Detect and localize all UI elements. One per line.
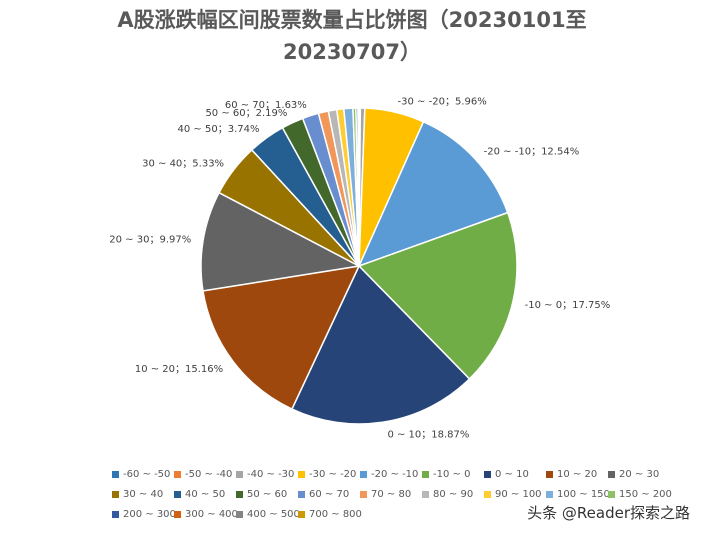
data-label-8: 50 ~ 60；2.19%: [205, 108, 287, 119]
legend-swatch: [236, 490, 243, 498]
data-label-2: -10 ~ 0；17.75%: [525, 300, 611, 311]
legend-swatch: [422, 490, 429, 498]
data-label-6: 30 ~ 40；5.33%: [142, 159, 224, 170]
legend-swatch: [484, 470, 491, 478]
data-label-4: 10 ~ 20；15.16%: [135, 364, 223, 375]
legend-label: 60 ~ 70: [309, 488, 350, 500]
legend-swatch: [298, 510, 305, 518]
legend-item-17: 150 ~ 200: [608, 486, 672, 502]
pie-slice-8: [200, 191, 362, 292]
pie-slice-5: [357, 211, 518, 380]
legend-item-7: 10 ~ 20: [546, 466, 608, 482]
legend-item-20: 400 ~ 500: [236, 506, 300, 522]
legend-swatch: [236, 470, 243, 478]
legend-swatch: [422, 470, 429, 478]
legend-label: 10 ~ 20: [557, 468, 598, 480]
legend-swatch: [484, 490, 491, 498]
legend-item-18: 200 ~ 300: [112, 506, 176, 522]
legend-label: -10 ~ 0: [433, 468, 471, 480]
legend-swatch: [174, 470, 181, 478]
legend-item-8: 20 ~ 30: [608, 466, 670, 482]
chart-title-line1: A股涨跌幅区间股票数量占比饼图（20230101至: [117, 8, 587, 32]
legend-swatch: [174, 490, 181, 498]
legend-swatch: [112, 470, 119, 478]
legend-label: 70 ~ 80: [371, 488, 412, 500]
legend-swatch: [236, 510, 243, 518]
legend-item-14: 80 ~ 90: [422, 486, 484, 502]
legend-item-13: 70 ~ 80: [360, 486, 422, 502]
legend-swatch: [298, 470, 305, 478]
chart-legend: -60 ~ -50 -50 ~ -40 -40 ~ -30 -30 ~ -20 -20 …: [112, 466, 672, 522]
legend-item-10: 40 ~ 50: [174, 486, 236, 502]
legend-swatch: [360, 490, 367, 498]
data-label-7: 40 ~ 50；3.74%: [178, 124, 260, 135]
legend-item-11: 50 ~ 60: [236, 486, 298, 502]
legend-label: -60 ~ -50: [123, 468, 171, 480]
legend-label: 300 ~ 400: [185, 508, 238, 520]
pie-slice-7: [202, 265, 361, 411]
legend-label: -30 ~ -20: [309, 468, 357, 480]
watermark: 头条 @Reader探索之路: [527, 504, 690, 522]
legend-label: 400 ~ 500: [247, 508, 300, 520]
legend-item-5: -10 ~ 0: [422, 466, 484, 482]
legend-item-9: 30 ~ 40: [112, 486, 174, 502]
legend-label: 100 ~ 150: [557, 488, 610, 500]
legend-label: -40 ~ -30: [247, 468, 295, 480]
chart-title: A股涨跌幅区间股票数量占比饼图（20230101至 20230707）: [0, 4, 704, 68]
legend-swatch: [298, 490, 305, 498]
data-label-0: -30 ~ -20；5.96%: [398, 96, 487, 107]
data-label-1: -20 ~ -10；12.54%: [484, 146, 580, 157]
legend-item-16: 100 ~ 150: [546, 486, 610, 502]
legend-swatch: [174, 510, 181, 518]
legend-label: -50 ~ -40: [185, 468, 233, 480]
legend-label: 50 ~ 60: [247, 488, 288, 500]
legend-item-3: -30 ~ -20: [298, 466, 360, 482]
legend-label: 40 ~ 50: [185, 488, 226, 500]
legend-swatch: [546, 470, 553, 478]
legend-item-21: 700 ~ 800: [298, 506, 362, 522]
data-label-3: 0 ~ 10；18.87%: [387, 430, 469, 441]
legend-label: 150 ~ 200: [619, 488, 672, 500]
legend-label: 30 ~ 40: [123, 488, 164, 500]
legend-item-12: 60 ~ 70: [298, 486, 360, 502]
pie-slice-4: [357, 120, 509, 268]
legend-item-0: -60 ~ -50: [112, 466, 174, 482]
legend-item-1: -50 ~ -40: [174, 466, 236, 482]
legend-label: 20 ~ 30: [619, 468, 660, 480]
legend-swatch: [360, 470, 367, 478]
legend-label: 200 ~ 300: [123, 508, 176, 520]
legend-label: 700 ~ 800: [309, 508, 362, 520]
legend-item-2: -40 ~ -30: [236, 466, 298, 482]
legend-swatch: [112, 510, 119, 518]
legend-label: -20 ~ -10: [371, 468, 419, 480]
chart-title-line2: 20230707）: [283, 40, 421, 64]
data-label-5: 20 ~ 30；9.97%: [109, 235, 191, 246]
legend-swatch: [112, 490, 119, 498]
pie-slice-6: [290, 264, 471, 425]
legend-swatch: [608, 470, 615, 478]
legend-label: 90 ~ 100: [495, 488, 542, 500]
legend-label: 80 ~ 90: [433, 488, 474, 500]
legend-item-15: 90 ~ 100: [484, 486, 546, 502]
legend-item-19: 300 ~ 400: [174, 506, 238, 522]
data-label-9: 60 ~ 70；1.63%: [225, 100, 307, 111]
legend-item-6: 0 ~ 10: [484, 466, 546, 482]
legend-swatch: [608, 490, 615, 498]
legend-swatch: [546, 490, 553, 498]
legend-item-4: -20 ~ -10: [360, 466, 422, 482]
legend-label: 0 ~ 10: [495, 468, 529, 480]
